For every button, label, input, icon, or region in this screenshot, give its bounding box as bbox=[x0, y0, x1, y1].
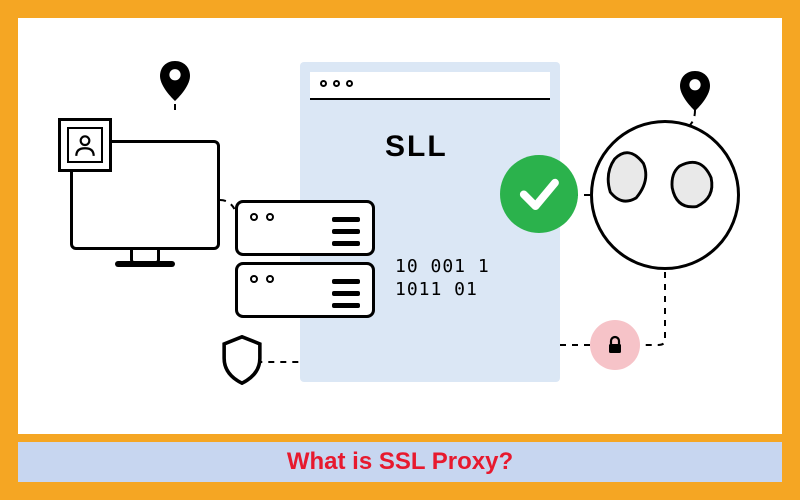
server-slot bbox=[332, 279, 360, 284]
binary-data-text: 10 001 1 1011 01 bbox=[395, 255, 490, 302]
globe-icon bbox=[590, 120, 740, 270]
binary-line: 10 001 1 bbox=[395, 255, 490, 278]
server-led-icon bbox=[266, 213, 274, 221]
window-dot bbox=[346, 80, 353, 87]
location-pin-icon bbox=[680, 70, 710, 112]
location-pin-icon bbox=[160, 60, 190, 102]
caption-bar: What is SSL Proxy? bbox=[18, 442, 782, 482]
server-slot bbox=[332, 217, 360, 222]
window-dot bbox=[333, 80, 340, 87]
server-led-icon bbox=[266, 275, 274, 283]
window-dots bbox=[310, 72, 550, 95]
window-dot bbox=[320, 80, 327, 87]
server-led-icon bbox=[250, 213, 258, 221]
ssl-label: SLL bbox=[385, 130, 448, 164]
server-unit bbox=[235, 262, 375, 318]
server-slot bbox=[332, 229, 360, 234]
server-led-icon bbox=[250, 275, 258, 283]
avatar-inner bbox=[67, 127, 103, 163]
server-slot bbox=[332, 241, 360, 246]
server-unit bbox=[235, 200, 375, 256]
browser-window-bar bbox=[310, 72, 550, 100]
inner-canvas: SLL 10 001 1 1011 01 bbox=[18, 18, 782, 434]
server-icon bbox=[235, 200, 375, 324]
caption-text: What is SSL Proxy? bbox=[287, 448, 513, 475]
user-avatar-icon bbox=[58, 118, 112, 172]
outer-frame: SLL 10 001 1 1011 01 bbox=[0, 0, 800, 500]
checkmark-icon bbox=[500, 155, 578, 233]
server-slot bbox=[332, 291, 360, 296]
shield-icon bbox=[220, 335, 264, 385]
server-slot bbox=[332, 303, 360, 308]
monitor-base bbox=[115, 261, 175, 267]
binary-line: 1011 01 bbox=[395, 278, 490, 301]
lock-icon bbox=[590, 320, 640, 370]
